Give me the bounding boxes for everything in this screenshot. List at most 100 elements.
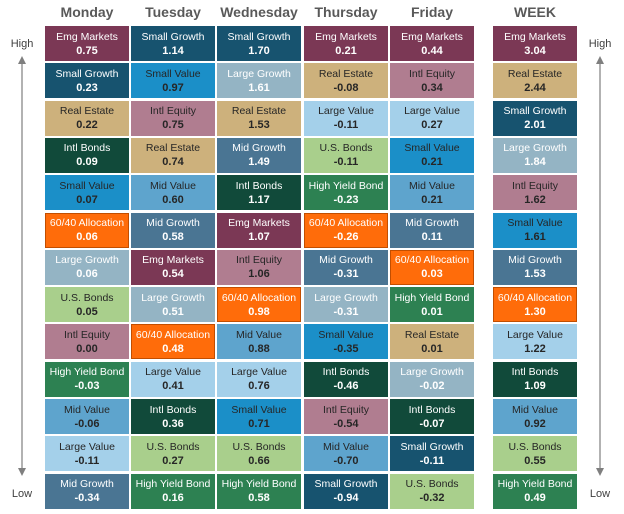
table-cell: Mid Growth -0.34 — [45, 473, 129, 509]
asset-class-label: Mid Growth — [405, 217, 459, 229]
asset-class-label: Intl Bonds — [322, 366, 370, 379]
return-value: -0.11 — [74, 454, 100, 467]
table-cell: Mid Value 0.21 — [390, 175, 474, 211]
table-cell: 60/40 Allocation 0.06 — [45, 212, 129, 248]
table-cell: Small Value 0.97 — [131, 63, 215, 99]
table-cell: Large Growth -0.31 — [304, 287, 388, 323]
table-cell: 60/40 Allocation -0.26 — [304, 212, 388, 248]
table-cell: Large Value 1.22 — [493, 324, 577, 360]
table-cell: Emg Markets 0.54 — [131, 249, 215, 285]
table-cell: Small Value -0.35 — [304, 324, 388, 360]
table-cell: U.S. Bonds 0.27 — [131, 436, 215, 472]
asset-class-label: Emg Markets — [315, 30, 377, 43]
asset-class-label: Mid Value — [323, 440, 369, 453]
asset-class-label: Small Value — [404, 142, 460, 155]
return-value: 2.01 — [524, 119, 546, 132]
table-cell: Intl Bonds -0.46 — [304, 361, 388, 397]
table-cell: Large Value -0.11 — [304, 100, 388, 136]
table-cell: U.S. Bonds 0.55 — [493, 436, 577, 472]
table-cell: Large Growth -0.02 — [390, 361, 474, 397]
return-value: -0.23 — [333, 193, 359, 206]
table-cell: Intl Bonds 0.36 — [131, 399, 215, 434]
table-cell: Intl Equity -0.54 — [304, 399, 388, 434]
table-cell: Intl Bonds -0.07 — [390, 399, 474, 434]
table-cell: Small Value 0.71 — [217, 399, 301, 434]
right-high-label: High — [588, 38, 612, 50]
table-cell: Emg Markets 3.04 — [493, 26, 577, 61]
asset-class-label: Small Growth — [227, 30, 291, 43]
table-cell: Small Value 0.21 — [390, 137, 474, 173]
return-value: -0.08 — [333, 81, 359, 94]
return-value: -0.70 — [333, 454, 359, 467]
column-header: Friday — [410, 4, 453, 20]
table-cell: Small Growth 0.23 — [45, 63, 129, 99]
return-value: 1.17 — [248, 193, 270, 206]
table-cell: Mid Growth 0.11 — [390, 212, 474, 248]
return-value: 0.11 — [421, 231, 443, 243]
return-value: 1.09 — [524, 380, 546, 393]
return-value: 1.49 — [248, 156, 270, 169]
asset-class-label: Mid Value — [409, 179, 455, 192]
return-value: 1.61 — [524, 231, 546, 243]
return-value: -0.26 — [333, 231, 359, 243]
table-cell: Small Value 1.61 — [493, 212, 577, 248]
column-header: Monday — [60, 4, 114, 20]
table-cell: Emg Markets 1.07 — [217, 212, 301, 248]
asset-class-label: Large Growth — [141, 291, 205, 304]
table-cell: Mid Value 0.60 — [131, 175, 215, 211]
asset-class-label: Small Value — [318, 328, 374, 341]
return-value: 0.07 — [76, 193, 98, 206]
asset-class-label: 60/40 Allocation — [497, 291, 573, 304]
left-low-label: Low — [11, 488, 33, 500]
return-value: 0.01 — [421, 342, 443, 355]
return-value: 1.84 — [524, 156, 546, 169]
asset-class-label: High Yield Bond — [49, 366, 125, 379]
return-value: 0.60 — [162, 193, 184, 206]
asset-class-label: 60/40 Allocation — [308, 217, 384, 229]
asset-class-label: Intl Bonds — [408, 403, 456, 416]
asset-class-label: Intl Equity — [235, 254, 283, 267]
asset-class-label: Large Growth — [227, 67, 291, 80]
asset-class-label: Real Estate — [404, 328, 460, 341]
asset-class-label: Mid Growth — [146, 217, 200, 229]
asset-class-label: Intl Bonds — [511, 366, 559, 379]
table-cell: Mid Growth -0.31 — [304, 249, 388, 285]
table-cell: High Yield Bond -0.03 — [45, 361, 129, 397]
asset-class-label: 60/40 Allocation — [135, 328, 211, 341]
return-value: 0.97 — [162, 81, 184, 94]
table-cell: Small Growth -0.94 — [304, 473, 388, 509]
asset-class-label: 60/40 Allocation — [49, 217, 125, 229]
asset-class-label: Intl Equity — [149, 105, 197, 118]
return-value: 0.51 — [162, 305, 184, 318]
asset-class-label: U.S. Bonds — [508, 440, 562, 453]
asset-class-label: Small Value — [145, 67, 201, 80]
table-cell: Mid Value -0.70 — [304, 436, 388, 472]
table-cell: Emg Markets 0.21 — [304, 26, 388, 61]
return-value: 1.06 — [248, 268, 270, 281]
asset-class-label: Real Estate — [59, 105, 115, 118]
return-value: 1.22 — [524, 342, 546, 355]
return-value: 0.88 — [248, 342, 270, 355]
table-cell: Large Growth 0.51 — [131, 287, 215, 323]
return-value: 1.53 — [524, 268, 546, 281]
return-value: 0.48 — [162, 342, 184, 355]
asset-class-label: Small Growth — [141, 30, 205, 43]
asset-class-label: Intl Bonds — [235, 179, 283, 192]
asset-class-label: Mid Growth — [508, 254, 562, 267]
asset-class-label: Small Value — [59, 179, 115, 192]
asset-class-label: U.S. Bonds — [405, 478, 459, 491]
table-cell: Real Estate -0.08 — [304, 63, 388, 99]
return-value: 0.01 — [421, 305, 443, 318]
asset-class-label: Emg Markets — [504, 30, 566, 43]
asset-class-label: Mid Growth — [232, 142, 286, 155]
asset-class-label: U.S. Bonds — [146, 440, 200, 453]
return-value: -0.03 — [74, 380, 100, 393]
asset-class-label: Real Estate — [507, 67, 563, 80]
asset-class-label: High Yield Bond — [497, 478, 573, 491]
return-value: -0.11 — [419, 454, 445, 467]
asset-class-label: Large Value — [145, 366, 201, 379]
return-value: 0.23 — [76, 81, 98, 94]
asset-class-label: Mid Growth — [319, 254, 373, 267]
return-value: 0.41 — [162, 380, 184, 393]
return-value: -0.32 — [419, 492, 445, 505]
